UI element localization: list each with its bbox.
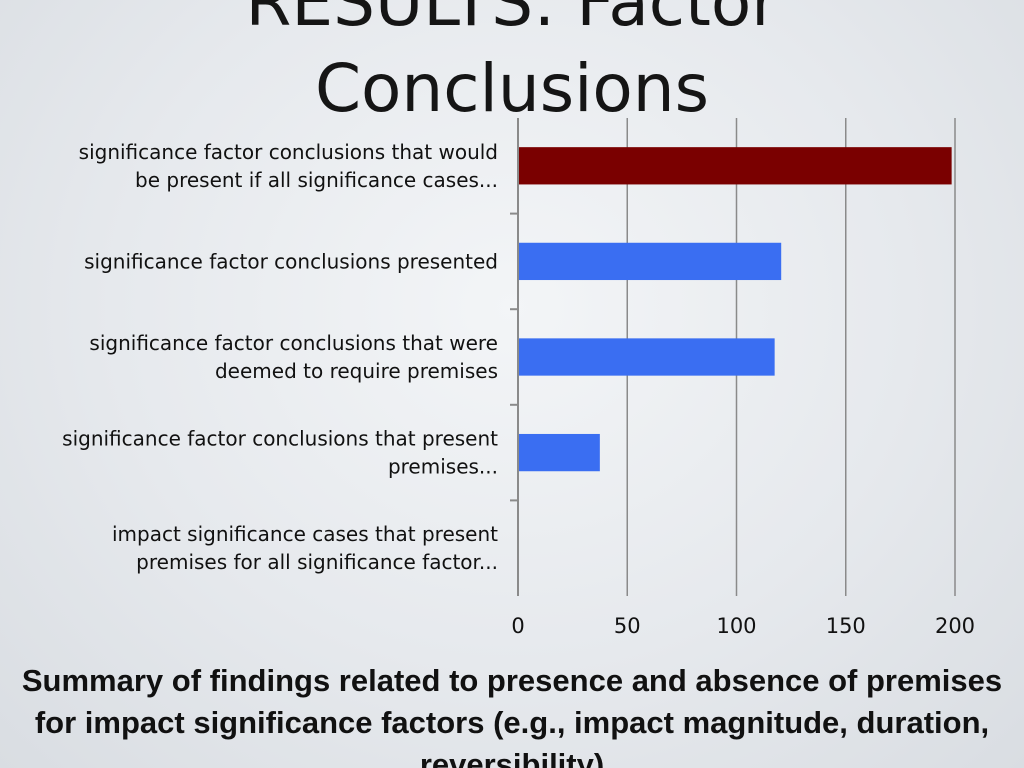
x-tick-label: 100: [716, 614, 756, 638]
category-labels: significance factor conclusions that wou…: [62, 140, 498, 574]
category-label: significance factor conclusions that wou…: [79, 140, 498, 192]
category-label: impact significance cases that present pr…: [112, 522, 498, 574]
bar-chart: significance factor conclusions that wou…: [62, 118, 975, 638]
bar-1: [519, 147, 952, 185]
x-tick-label: 50: [614, 614, 641, 638]
category-label: significance factor conclusions presente…: [84, 249, 498, 273]
bar-4: [519, 433, 600, 472]
category-label: significance factor conclusions that pre…: [62, 427, 498, 479]
x-tick-label: 150: [826, 614, 866, 638]
slide-title: RESULTS: Factor Conclusions: [0, 0, 1024, 132]
bar-3: [519, 338, 775, 376]
category-label: significance factor conclusions that wer…: [89, 331, 498, 383]
bar-2: [519, 242, 782, 281]
y-axis: [510, 118, 519, 596]
bars: [519, 147, 952, 472]
x-tick-label: 200: [935, 614, 975, 638]
slide-title-line-2: Conclusions: [314, 50, 710, 127]
x-tick-labels: 0 50 100 150 200: [511, 614, 975, 638]
x-tick-label: 0: [511, 614, 524, 638]
slide-caption: Summary of findings related to presence …: [21, 663, 1003, 768]
slide-title-line-1: RESULTS: Factor: [245, 0, 779, 41]
